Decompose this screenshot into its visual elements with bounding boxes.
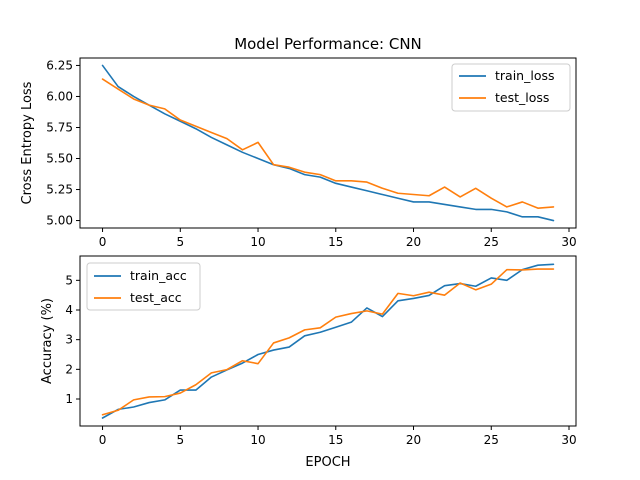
x-tick-label: 5 bbox=[176, 235, 184, 249]
y-tick-label: 3 bbox=[65, 333, 73, 347]
loss-subplot: Model Performance: CNN Cross Entropy Los… bbox=[20, 35, 577, 249]
series-line-train-loss bbox=[101, 64, 555, 222]
y-tick-label: 6.25 bbox=[46, 58, 73, 72]
loss-lines bbox=[101, 64, 555, 222]
loss-legend: train_loss test_loss bbox=[451, 63, 571, 112]
accuracy-lines bbox=[101, 263, 555, 419]
legend-label-test-loss: test_loss bbox=[495, 90, 549, 105]
x-tick-label: 15 bbox=[328, 235, 343, 249]
x-tick-label: 0 bbox=[99, 235, 107, 249]
x-tick-label: 20 bbox=[406, 433, 421, 447]
loss-ticks: 0 5 10 15 20 25 30 5.00 5.25 5.50 5.75 6.00 6.25 bbox=[46, 58, 576, 249]
y-tick-label: 5 bbox=[65, 273, 73, 287]
loss-axes-frame bbox=[79, 57, 577, 229]
x-axis-label: EPOCH bbox=[305, 455, 350, 470]
x-tick-label: 10 bbox=[250, 433, 265, 447]
accuracy-legend: train_acc test_acc bbox=[86, 262, 201, 311]
y-tick-label: 6.00 bbox=[46, 89, 73, 103]
legend-label-train-acc: train_acc bbox=[130, 268, 187, 283]
x-tick-label: 30 bbox=[561, 235, 576, 249]
y-tick-label: 5.25 bbox=[46, 183, 73, 197]
accuracy-subplot: Accuracy (%) EPOCH 0 5 10 15 20 25 30 1 2 3 4 5 tra… bbox=[40, 255, 577, 470]
y-tick-label: 5.75 bbox=[46, 120, 73, 134]
x-tick-label: 25 bbox=[484, 235, 499, 249]
y-tick-label: 4 bbox=[65, 303, 73, 317]
y-tick-label: 5.50 bbox=[46, 152, 73, 166]
x-tick-label: 5 bbox=[176, 433, 184, 447]
x-tick-label: 15 bbox=[328, 433, 343, 447]
accuracy-axes-frame bbox=[79, 255, 577, 427]
x-tick-label: 10 bbox=[250, 235, 265, 249]
y-tick-label: 1 bbox=[65, 392, 73, 406]
series-line-test-loss bbox=[101, 78, 555, 209]
x-tick-label: 30 bbox=[561, 433, 576, 447]
legend-label-test-acc: test_acc bbox=[130, 290, 182, 305]
legend-label-train-loss: train_loss bbox=[495, 68, 555, 83]
series-line-train-acc bbox=[101, 263, 555, 419]
series-line-test-acc bbox=[101, 268, 555, 416]
accuracy-y-axis-label: Accuracy (%) bbox=[40, 298, 55, 384]
y-tick-label: 2 bbox=[65, 362, 73, 376]
x-tick-label: 20 bbox=[406, 235, 421, 249]
x-tick-label: 25 bbox=[484, 433, 499, 447]
y-tick-label: 5.00 bbox=[46, 214, 73, 228]
loss-y-axis-label: Cross Entropy Loss bbox=[20, 81, 35, 204]
accuracy-ticks: 0 5 10 15 20 25 30 1 2 3 4 5 bbox=[65, 273, 576, 447]
chart-title: Model Performance: CNN bbox=[234, 35, 422, 53]
x-tick-label: 0 bbox=[99, 433, 107, 447]
